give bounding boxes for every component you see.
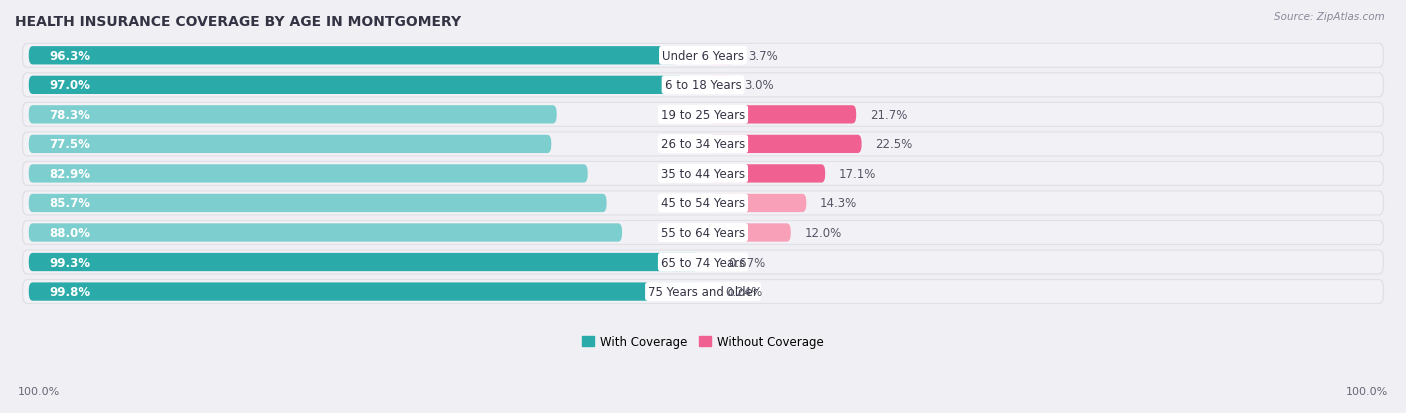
- FancyBboxPatch shape: [28, 135, 551, 154]
- Text: 3.7%: 3.7%: [748, 50, 779, 63]
- Text: 19 to 25 Years: 19 to 25 Years: [661, 109, 745, 121]
- FancyBboxPatch shape: [710, 47, 735, 65]
- Text: 77.5%: 77.5%: [49, 138, 90, 151]
- Text: 100.0%: 100.0%: [1346, 387, 1388, 396]
- Text: 99.8%: 99.8%: [49, 285, 90, 298]
- FancyBboxPatch shape: [24, 192, 1382, 215]
- FancyBboxPatch shape: [28, 195, 606, 213]
- Text: 82.9%: 82.9%: [49, 168, 90, 180]
- Text: 17.1%: 17.1%: [839, 168, 876, 180]
- Text: 65 to 74 Years: 65 to 74 Years: [661, 256, 745, 269]
- FancyBboxPatch shape: [24, 104, 1382, 126]
- FancyBboxPatch shape: [22, 221, 1384, 245]
- FancyBboxPatch shape: [710, 106, 856, 124]
- FancyBboxPatch shape: [22, 44, 1384, 69]
- Legend: With Coverage, Without Coverage: With Coverage, Without Coverage: [578, 330, 828, 353]
- FancyBboxPatch shape: [22, 73, 1384, 98]
- FancyBboxPatch shape: [24, 133, 1382, 156]
- FancyBboxPatch shape: [24, 251, 1382, 274]
- FancyBboxPatch shape: [710, 195, 806, 213]
- Text: 78.3%: 78.3%: [49, 109, 90, 121]
- FancyBboxPatch shape: [24, 45, 1382, 67]
- Text: 88.0%: 88.0%: [49, 226, 90, 240]
- FancyBboxPatch shape: [22, 132, 1384, 157]
- FancyBboxPatch shape: [22, 250, 1384, 275]
- Text: 75 Years and older: 75 Years and older: [648, 285, 758, 298]
- FancyBboxPatch shape: [710, 76, 730, 95]
- Text: 0.24%: 0.24%: [725, 285, 762, 298]
- Text: 3.0%: 3.0%: [744, 79, 773, 92]
- Text: 96.3%: 96.3%: [49, 50, 90, 63]
- Text: HEALTH INSURANCE COVERAGE BY AGE IN MONTGOMERY: HEALTH INSURANCE COVERAGE BY AGE IN MONT…: [15, 15, 461, 29]
- Text: 12.0%: 12.0%: [804, 226, 842, 240]
- FancyBboxPatch shape: [28, 224, 621, 242]
- FancyBboxPatch shape: [28, 47, 678, 65]
- Text: 6 to 18 Years: 6 to 18 Years: [665, 79, 741, 92]
- FancyBboxPatch shape: [24, 222, 1382, 244]
- Text: 55 to 64 Years: 55 to 64 Years: [661, 226, 745, 240]
- Text: Under 6 Years: Under 6 Years: [662, 50, 744, 63]
- FancyBboxPatch shape: [28, 106, 557, 124]
- Text: 21.7%: 21.7%: [870, 109, 907, 121]
- FancyBboxPatch shape: [22, 191, 1384, 216]
- FancyBboxPatch shape: [28, 253, 699, 271]
- Text: 45 to 54 Years: 45 to 54 Years: [661, 197, 745, 210]
- FancyBboxPatch shape: [28, 76, 683, 95]
- FancyBboxPatch shape: [710, 224, 790, 242]
- Text: 35 to 44 Years: 35 to 44 Years: [661, 168, 745, 180]
- Text: 85.7%: 85.7%: [49, 197, 90, 210]
- Text: 100.0%: 100.0%: [18, 387, 60, 396]
- FancyBboxPatch shape: [24, 74, 1382, 97]
- FancyBboxPatch shape: [24, 280, 1382, 303]
- FancyBboxPatch shape: [710, 135, 862, 154]
- FancyBboxPatch shape: [28, 283, 702, 301]
- Text: Source: ZipAtlas.com: Source: ZipAtlas.com: [1274, 12, 1385, 22]
- FancyBboxPatch shape: [707, 283, 714, 301]
- Text: 14.3%: 14.3%: [820, 197, 858, 210]
- Text: 99.3%: 99.3%: [49, 256, 90, 269]
- FancyBboxPatch shape: [28, 165, 588, 183]
- FancyBboxPatch shape: [24, 163, 1382, 185]
- FancyBboxPatch shape: [22, 161, 1384, 187]
- Text: 97.0%: 97.0%: [49, 79, 90, 92]
- FancyBboxPatch shape: [22, 279, 1384, 304]
- FancyBboxPatch shape: [22, 102, 1384, 128]
- FancyBboxPatch shape: [710, 253, 714, 271]
- Text: 0.67%: 0.67%: [728, 256, 765, 269]
- FancyBboxPatch shape: [710, 165, 825, 183]
- Text: 22.5%: 22.5%: [876, 138, 912, 151]
- Text: 26 to 34 Years: 26 to 34 Years: [661, 138, 745, 151]
